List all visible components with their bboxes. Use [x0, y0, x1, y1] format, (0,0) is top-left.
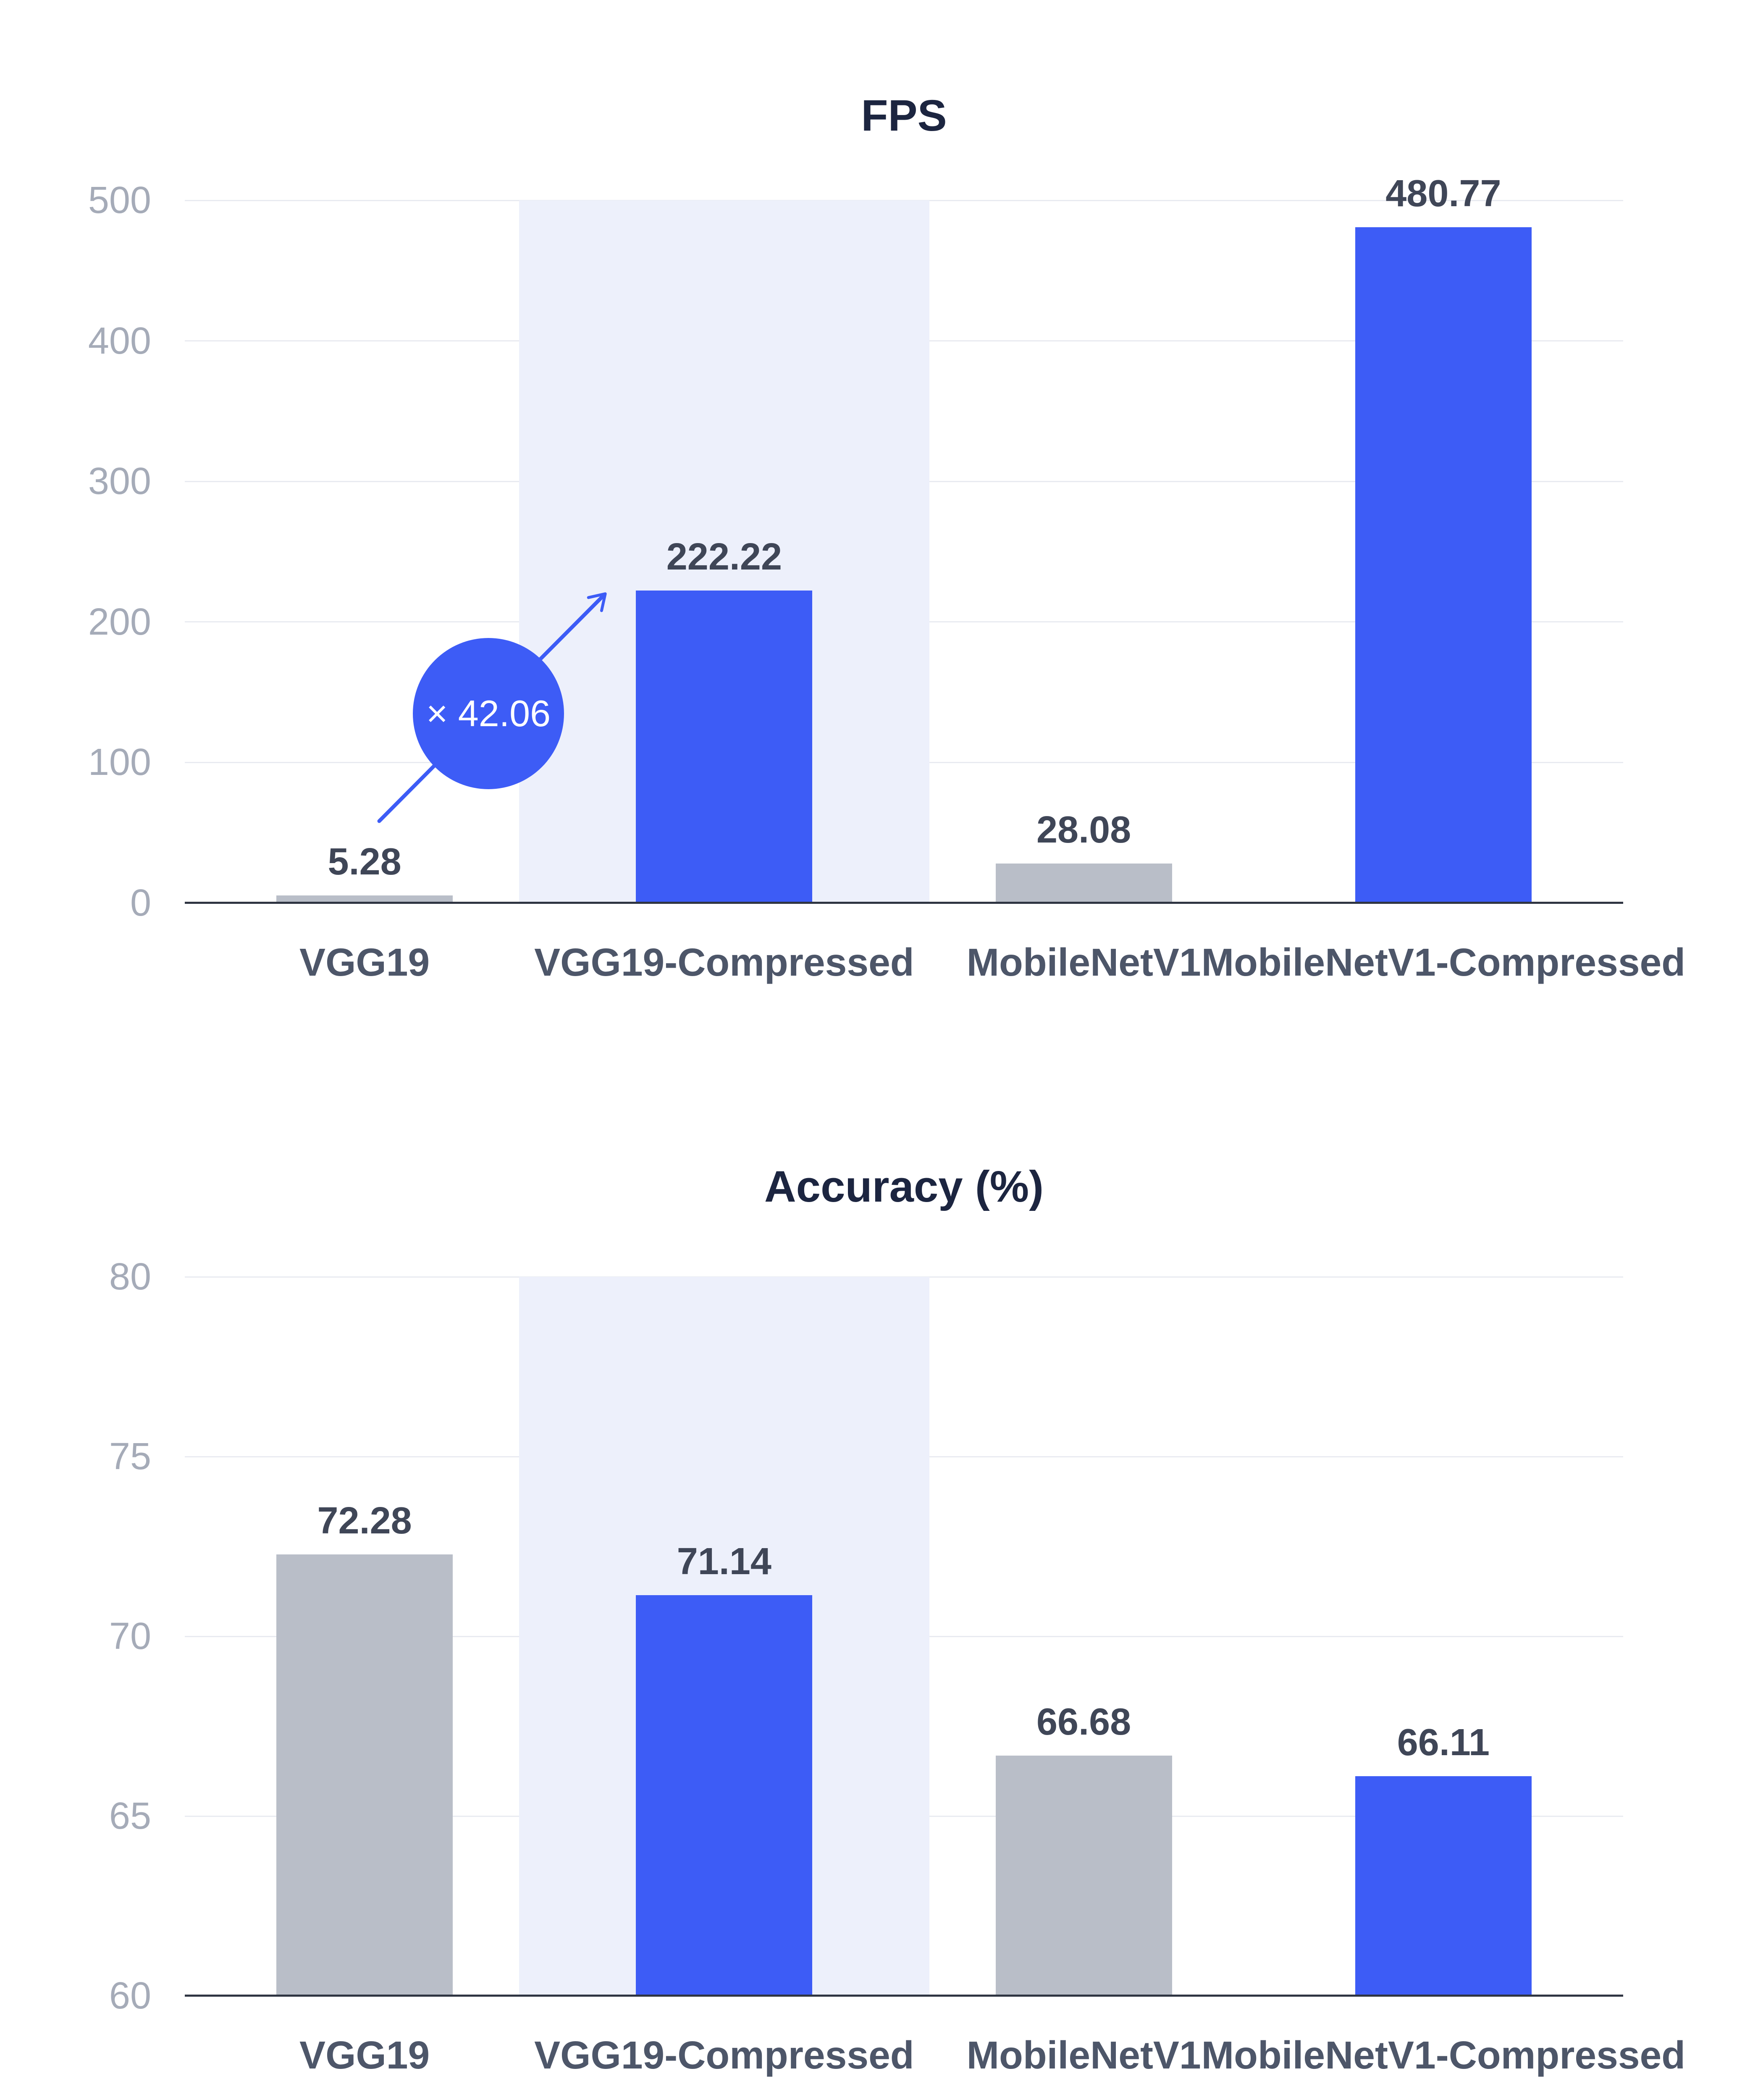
fps-chart-title: FPS [861, 91, 947, 140]
accuracy-chart-title: Accuracy (%) [764, 1162, 1044, 1211]
y-axis-tick-label: 70 [109, 1615, 151, 1657]
bar-VGG19-Compressed [636, 1595, 813, 1996]
accuracy-chart: Accuracy (%) 60 65 70 75 80 72.28 VGG19 71.14 VG… [0, 1050, 1750, 2100]
fps-chart: FPS × 42.06 0 100 200 300 400 500 5.28 VGG19 222… [88, 91, 1685, 984]
x-axis-category-label: VGG19 [299, 940, 430, 984]
x-axis-line [185, 1995, 1623, 1997]
x-axis-category-label: VGG19-Compressed [534, 940, 914, 984]
bar-VGG19 [276, 1554, 453, 1996]
bar-MobileNetV1-Compressed [1355, 1776, 1532, 1996]
x-axis-category-label: VGG19-Compressed [534, 2033, 914, 2077]
y-axis-tick-label: 300 [88, 460, 151, 503]
fps-plot-area: × 42.06 0 100 200 300 400 500 5.28 VGG19 222.22 V… [88, 173, 1685, 984]
multiplier-label: × 42.06 [426, 693, 551, 734]
multiplier-badge: × 42.06 [413, 638, 564, 789]
bar-value-label: 5.28 [328, 841, 401, 883]
y-axis-tick-label: 200 [88, 601, 151, 643]
x-axis-category-label: VGG19 [299, 2033, 430, 2077]
bar-MobileNetV1 [995, 1756, 1172, 1996]
y-axis-tick-label: 0 [130, 882, 151, 924]
y-axis-tick-label: 100 [88, 741, 151, 784]
y-axis-tick-label: 400 [88, 320, 151, 362]
x-axis-category-label: MobileNetV1-Compressed [1201, 940, 1686, 984]
x-axis-category-label: MobileNetV1 [966, 940, 1201, 984]
bar-VGG19 [276, 895, 453, 903]
y-axis-tick-label: 65 [109, 1795, 151, 1837]
y-axis-tick-label: 80 [109, 1256, 151, 1298]
y-axis-tick-label: 60 [109, 1975, 151, 2017]
bar-value-label: 71.14 [677, 1541, 771, 1583]
x-axis-line [185, 902, 1623, 904]
x-axis-category-label: MobileNetV1 [966, 2033, 1201, 2077]
x-axis-category-label: MobileNetV1-Compressed [1201, 2033, 1686, 2077]
y-axis-tick-label: 75 [109, 1436, 151, 1478]
bar-value-label: 222.22 [666, 536, 782, 578]
bar-MobileNetV1-Compressed [1355, 227, 1532, 903]
bar-VGG19-Compressed [636, 591, 813, 903]
bar-value-label: 480.77 [1385, 173, 1501, 215]
accuracy-plot-area: 60 65 70 75 80 72.28 VGG19 71.14 VGG19-Compresse… [109, 1258, 1685, 2076]
y-axis-tick-label: 500 [88, 179, 151, 221]
bar-value-label: 66.68 [1036, 1701, 1131, 1743]
bar-value-label: 66.11 [1397, 1721, 1490, 1764]
bar-value-label: 28.08 [1036, 809, 1131, 851]
bar-MobileNetV1 [995, 864, 1172, 903]
bar-value-label: 72.28 [317, 1499, 412, 1542]
